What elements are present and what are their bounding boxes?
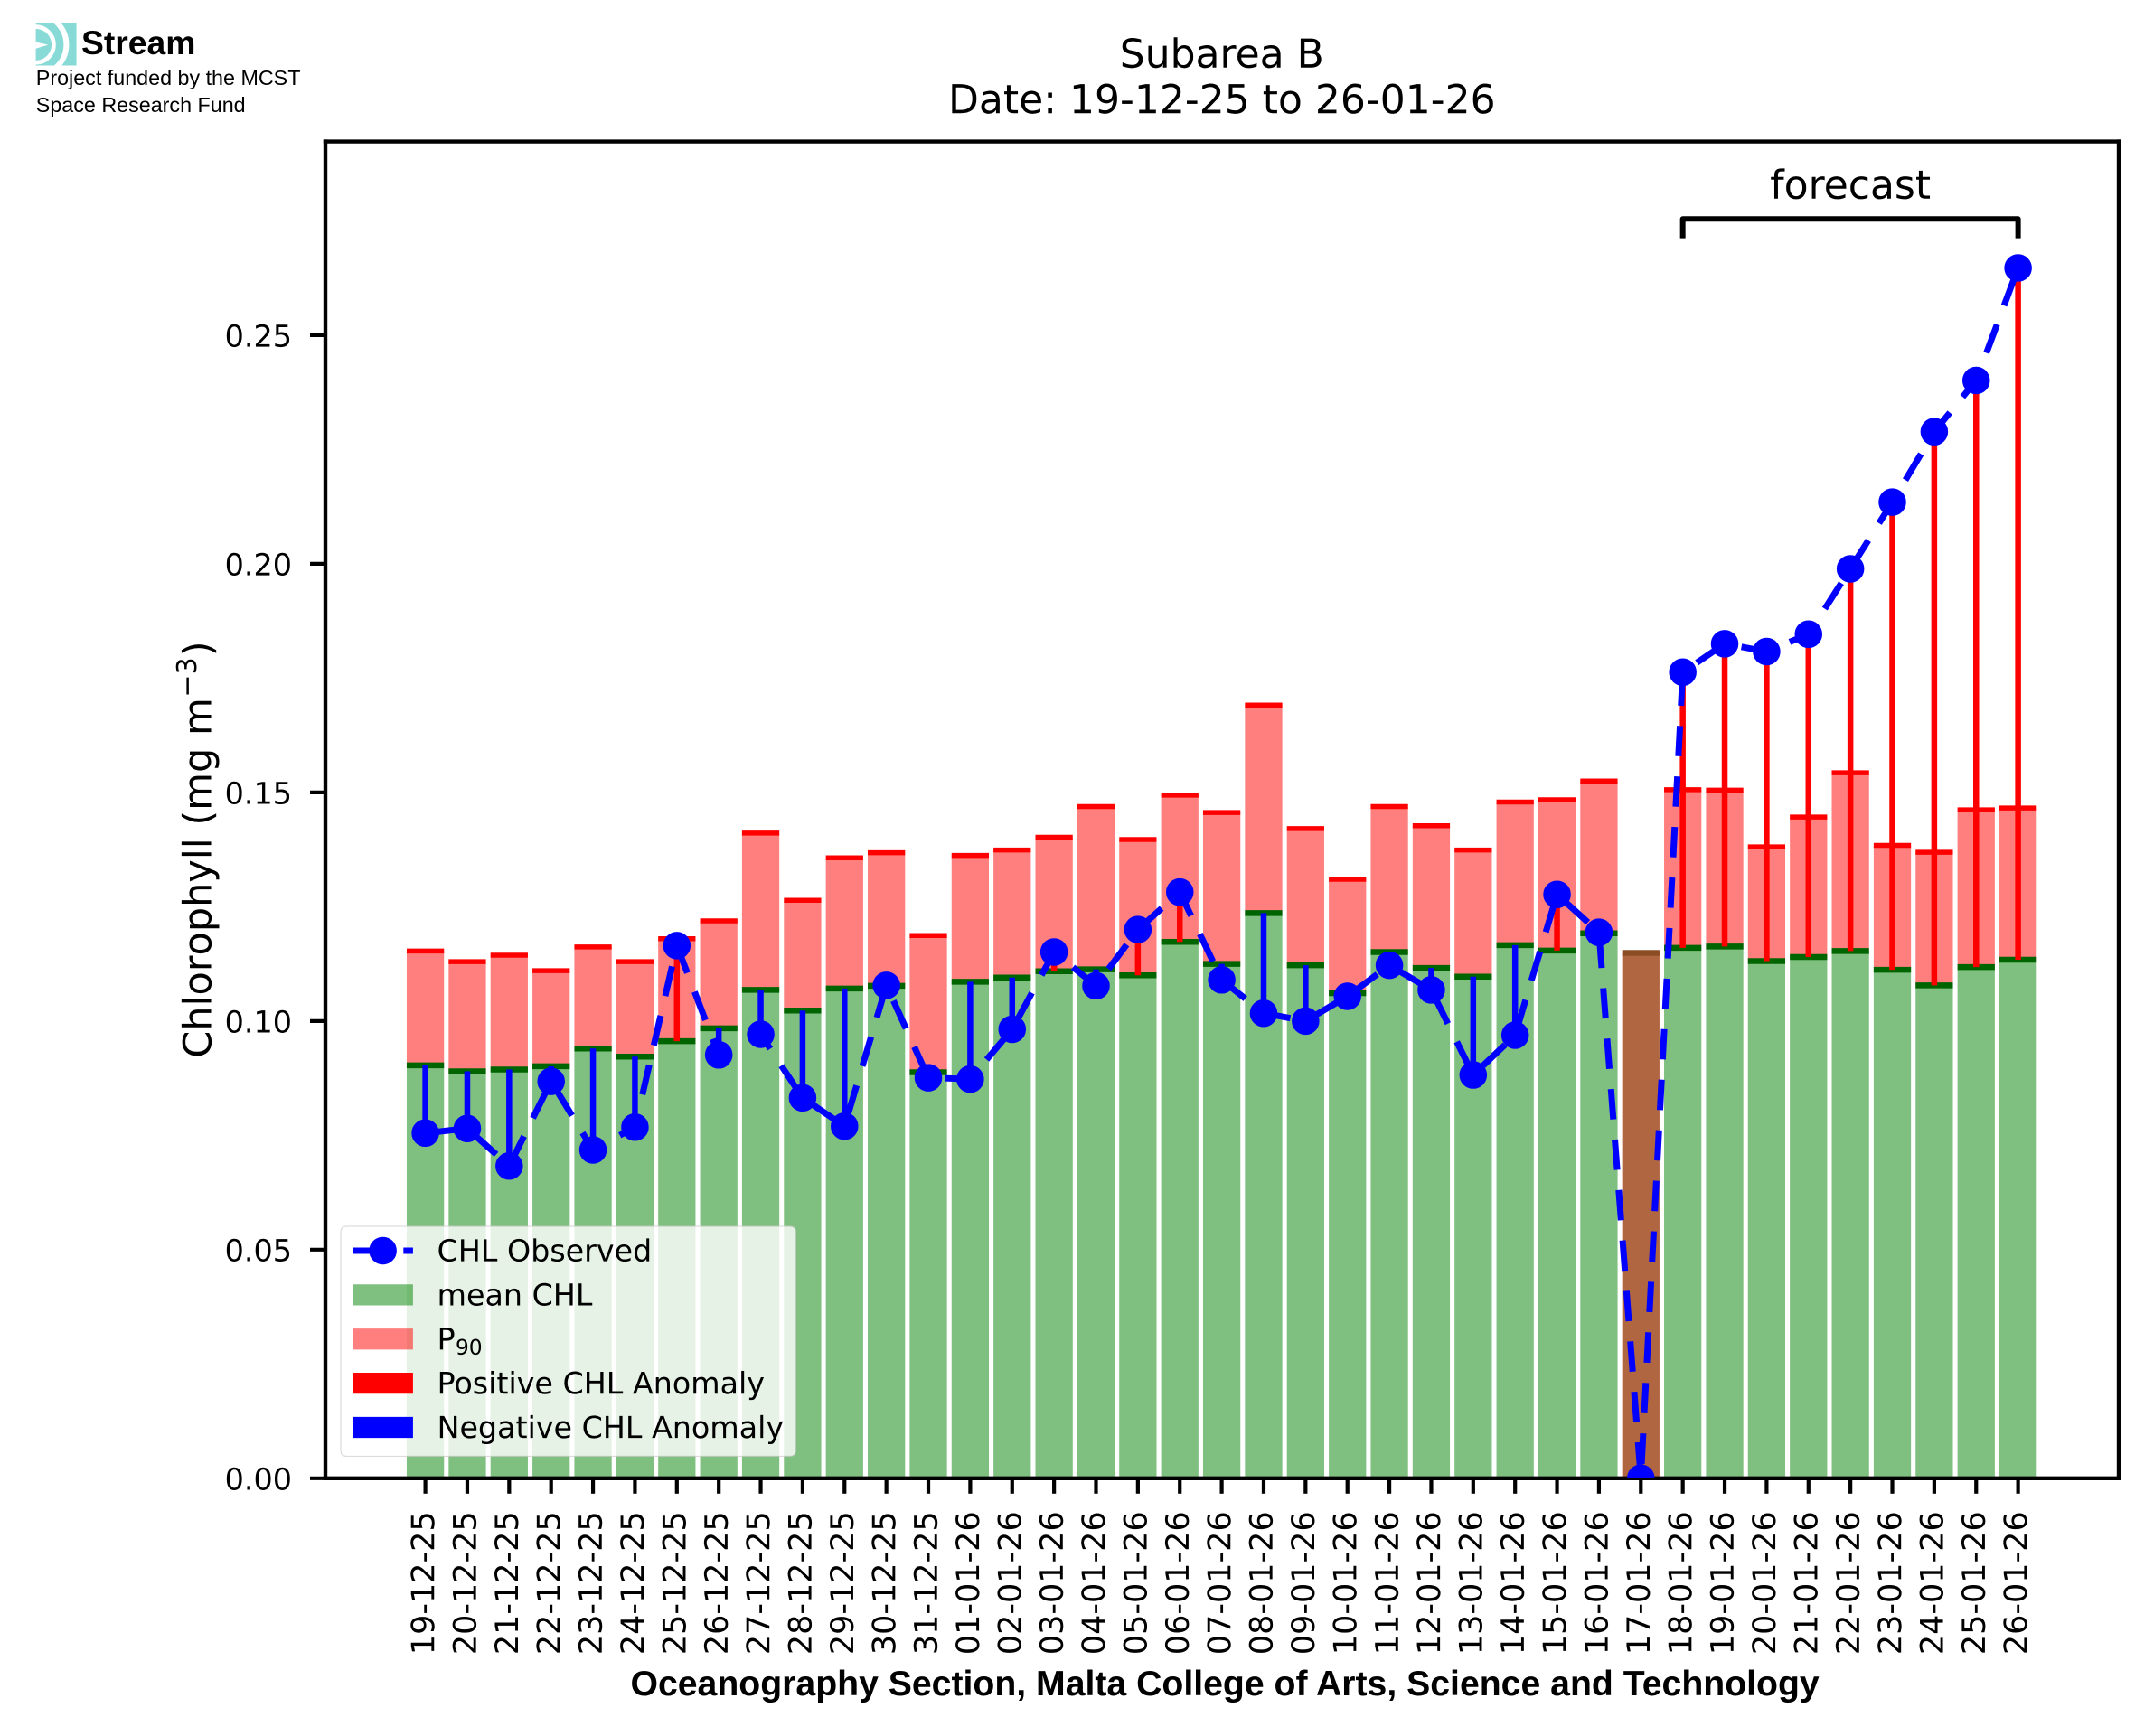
svg-text:Stream: Stream [81, 23, 195, 61]
svg-text:Project funded by the MCST: Project funded by the MCST [36, 66, 301, 89]
svg-text:Space Research Fund: Space Research Fund [36, 93, 246, 117]
svg-text:Oceanography Section, Malta Co: Oceanography Section, Malta College of A… [630, 1665, 1819, 1703]
